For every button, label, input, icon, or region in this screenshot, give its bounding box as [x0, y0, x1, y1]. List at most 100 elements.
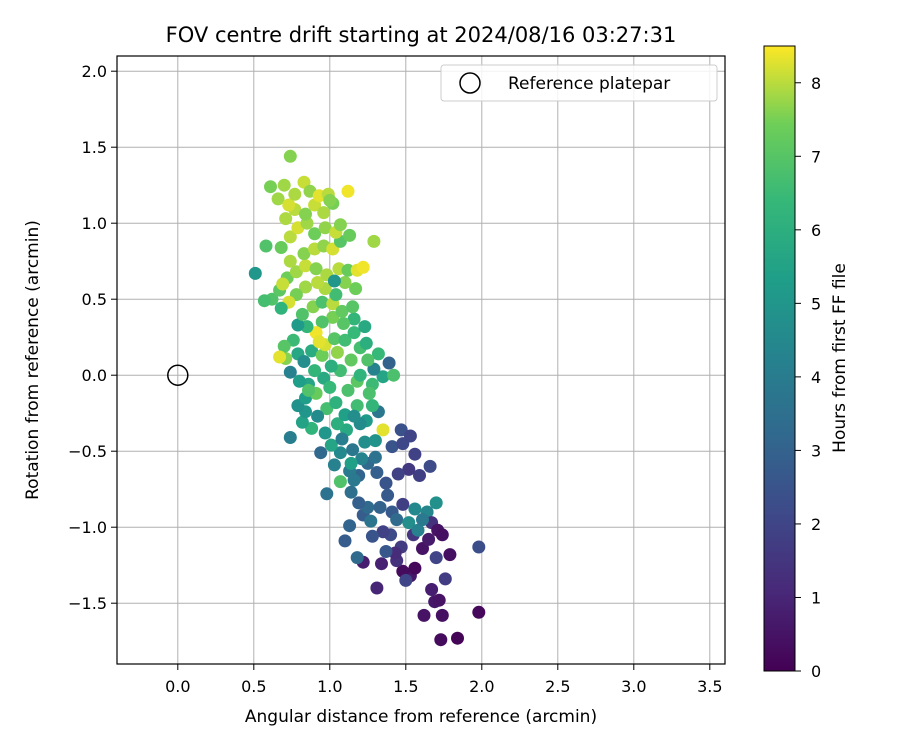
data-point — [327, 458, 341, 472]
data-point — [333, 475, 347, 489]
x-tick-label: 0.5 — [241, 677, 266, 696]
data-point — [355, 452, 369, 466]
data-point — [370, 581, 384, 595]
data-point — [382, 356, 396, 370]
data-point — [402, 516, 416, 530]
data-point — [333, 218, 347, 232]
data-point — [317, 371, 331, 385]
data-point — [368, 450, 382, 464]
data-point — [324, 438, 338, 452]
data-point — [352, 496, 366, 510]
data-point — [248, 266, 262, 280]
data-point — [317, 206, 331, 220]
data-point — [432, 593, 446, 607]
data-point — [358, 320, 372, 334]
x-tick-label: 2.5 — [545, 677, 570, 696]
y-tick-label: 1.5 — [82, 138, 107, 157]
plot-frame — [116, 55, 726, 665]
data-point — [341, 383, 355, 397]
data-point — [341, 184, 355, 198]
x-tick-label: 2.0 — [469, 677, 494, 696]
data-point — [394, 423, 408, 437]
data-point — [327, 274, 341, 288]
data-point — [333, 446, 347, 460]
legend-marker-icon — [459, 72, 481, 94]
data-point — [359, 336, 373, 350]
data-point — [346, 300, 360, 314]
data-point — [329, 396, 343, 410]
data-point — [295, 415, 309, 429]
x-axis-ticks: 0.0 0.5 1.0 1.5 2.0 2.5 3.0 3.5 — [165, 664, 723, 696]
y-tick-label: −0.5 — [68, 442, 107, 461]
data-point — [338, 276, 352, 289]
data-point — [347, 312, 361, 326]
data-point — [323, 193, 337, 207]
colorbar: 0 1 2 3 4 5 6 7 8 Hours from first FF file — [763, 45, 850, 681]
grid-lines — [117, 56, 725, 664]
data-point — [343, 519, 357, 533]
data-point — [330, 417, 344, 431]
data-point — [292, 374, 306, 388]
data-point — [274, 241, 288, 254]
data-point — [283, 230, 297, 244]
data-point — [283, 254, 297, 268]
y-tick-label: −1.5 — [68, 594, 107, 613]
data-point — [434, 633, 448, 647]
data-point — [349, 282, 363, 296]
data-point — [277, 339, 291, 353]
colorbar-tick-label: 4 — [811, 368, 821, 387]
data-point — [311, 276, 325, 289]
data-point — [282, 198, 296, 212]
data-point — [283, 365, 297, 379]
y-tick-label: 0.0 — [82, 366, 107, 385]
data-point — [350, 399, 364, 413]
data-point — [390, 513, 404, 527]
data-point — [344, 485, 358, 499]
data-point — [385, 440, 399, 454]
data-point — [381, 488, 395, 502]
data-point — [435, 528, 449, 542]
data-point — [279, 212, 293, 226]
data-point — [344, 456, 358, 470]
reference-point-marker — [167, 364, 189, 386]
data-point — [308, 227, 322, 241]
data-point — [387, 368, 401, 382]
data-point — [337, 317, 350, 330]
data-point — [472, 605, 486, 619]
data-point — [338, 534, 352, 548]
data-point — [315, 315, 329, 329]
data-point — [315, 295, 329, 309]
data-point — [338, 333, 352, 347]
data-point — [402, 462, 416, 476]
x-tick-label: 0.0 — [165, 677, 190, 696]
data-point — [365, 529, 379, 543]
data-point — [358, 435, 372, 449]
data-point — [376, 423, 390, 437]
data-point — [365, 399, 379, 413]
colorbar-tick-label: 1 — [811, 588, 821, 607]
data-point — [308, 364, 322, 378]
data-point — [305, 344, 319, 358]
data-point — [283, 431, 297, 444]
data-point — [309, 262, 323, 276]
data-point — [379, 545, 393, 558]
data-point — [451, 631, 464, 645]
data-point — [305, 421, 319, 435]
colorbar-tick-label: 8 — [811, 74, 821, 93]
data-point — [302, 383, 315, 397]
y-tick-label: −1.0 — [68, 518, 107, 537]
data-point — [408, 447, 422, 461]
data-point — [271, 192, 285, 206]
data-point — [376, 525, 390, 539]
data-point — [330, 345, 344, 359]
data-point — [346, 443, 360, 457]
data-point — [288, 187, 302, 201]
data-point — [417, 608, 431, 622]
colorbar-tick-label: 0 — [811, 662, 821, 681]
colorbar-label: Hours from first FF file — [830, 263, 850, 453]
data-point — [399, 573, 413, 587]
colorbar-tick-label: 5 — [811, 294, 821, 313]
data-point — [264, 180, 277, 194]
data-point — [408, 502, 422, 516]
